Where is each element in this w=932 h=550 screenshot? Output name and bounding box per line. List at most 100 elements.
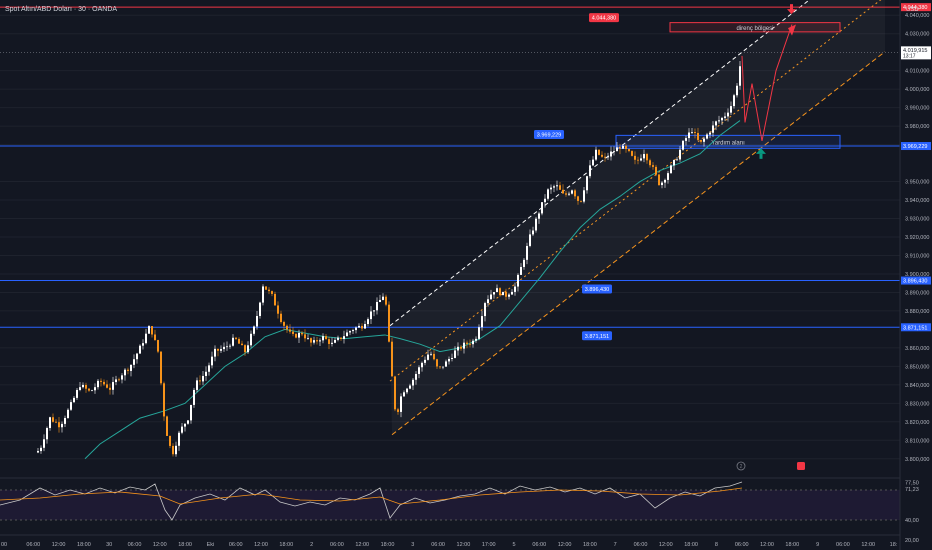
candle-body [145, 333, 147, 344]
candle-body [370, 311, 372, 320]
time-axis[interactable]: 00 06:00 12:00 18:00 30 06:00 12:00 18:00 Eki 06:… [0, 534, 900, 548]
candle-body [328, 339, 330, 344]
candle-body [148, 326, 150, 334]
projection-arrow-head [788, 24, 796, 36]
price-tick-label: 3.820,000 [905, 420, 929, 426]
candle-body [268, 289, 270, 292]
price-tick-label: 3.830,000 [905, 401, 929, 407]
candle-body [295, 333, 297, 338]
time-tick-label: 12:00 [52, 542, 66, 548]
price-tick-label: 4.040,000 [905, 13, 929, 19]
candle-body [475, 338, 477, 341]
last-price-text: 4.019,915 [903, 48, 927, 54]
price-tick-label: 4.030,000 [905, 32, 929, 38]
candle-body [646, 154, 648, 161]
candle-body [568, 193, 570, 195]
candle-body [730, 106, 732, 113]
axis-level-badge-2 [901, 276, 931, 285]
time-tick-label: 2 [310, 542, 313, 548]
candle-body [61, 423, 63, 428]
candle-body [88, 388, 90, 391]
down-arrow-icon-head [787, 9, 796, 15]
candle-body [277, 305, 279, 314]
candle-body [733, 95, 735, 107]
candle-body [643, 154, 645, 159]
candle-body [181, 426, 183, 433]
candle-body [649, 160, 651, 166]
time-tick-label: 06:00 [634, 542, 648, 548]
candle-body [73, 397, 75, 403]
price-tick-label: 3.800,000 [905, 457, 929, 463]
candle-body [490, 294, 492, 300]
candle-body [112, 382, 114, 390]
candle-body [709, 132, 711, 135]
support-zone-label: Yardım alanı [711, 140, 745, 146]
price-tick-label: 3.950,000 [905, 180, 929, 186]
channel-fill [390, 0, 885, 435]
candle-body [205, 371, 207, 376]
candle-body [388, 304, 390, 342]
candle-body [718, 120, 720, 122]
candle-body [391, 341, 393, 377]
candle-body [283, 322, 285, 326]
rsi-tick-label: 40,00 [905, 518, 919, 524]
candle-body [442, 366, 444, 368]
candle-body [85, 384, 87, 389]
candle-body [688, 132, 690, 139]
time-tick-label: 06:00 [330, 542, 344, 548]
candle-body [400, 396, 402, 412]
chart-level-badge-2 [582, 284, 612, 294]
candle-body [106, 384, 108, 388]
candle-body [43, 439, 45, 448]
candle-body [364, 324, 366, 329]
candle-body [463, 342, 465, 349]
time-tick-label: 12:00 [457, 542, 471, 548]
candle-body [484, 303, 486, 317]
time-tick-label: 18: [890, 542, 898, 548]
candle-body [493, 292, 495, 295]
chart-level-text-1: 3.969,229 [537, 133, 561, 139]
candle-body [331, 342, 333, 344]
horizontal-levels [0, 6, 900, 328]
candle-body [154, 334, 156, 341]
candle-body [130, 364, 132, 371]
candle-body [505, 291, 507, 297]
axis-level-text-2: 3.896,430 [903, 279, 927, 285]
candle-body [724, 116, 726, 118]
candle-body [202, 375, 204, 382]
candle-body [79, 387, 81, 390]
calendar-flag-icon [797, 462, 805, 470]
candle-body [427, 354, 429, 360]
candle-body [211, 356, 213, 366]
candle-body [97, 380, 99, 388]
candle-body [385, 296, 387, 305]
candle-body [250, 333, 252, 346]
time-tick-label: 18:00 [583, 542, 597, 548]
time-tick-label: 12:00 [254, 542, 268, 548]
candle-body [94, 387, 96, 391]
candle-body [163, 383, 165, 417]
candle-body [559, 185, 561, 190]
price-axis[interactable]: 4.040,000 4.030,000 4.010,000 4.000,000 3.99… [899, 0, 932, 550]
candle-body [199, 380, 201, 382]
candle-body [100, 380, 102, 382]
candle-body [316, 340, 318, 342]
candle-body [721, 117, 723, 121]
candle-body [256, 315, 258, 327]
rsi-tick-label: 20,00 [905, 538, 919, 544]
candle-body [379, 299, 381, 303]
candle-body [424, 359, 426, 363]
candle-body [532, 230, 534, 235]
price-tick-label: 3.890,000 [905, 290, 929, 296]
candle-body [712, 125, 714, 133]
candle-body [439, 366, 441, 368]
candle-body [322, 336, 324, 341]
candle-body [508, 294, 510, 297]
candle-body [604, 156, 606, 158]
candle-body [478, 327, 480, 339]
candle-body [601, 154, 603, 157]
resistance-zone-label: direnç bölgesi [736, 26, 773, 32]
candle-body [355, 327, 357, 331]
time-tick-label: 30 [106, 542, 112, 548]
